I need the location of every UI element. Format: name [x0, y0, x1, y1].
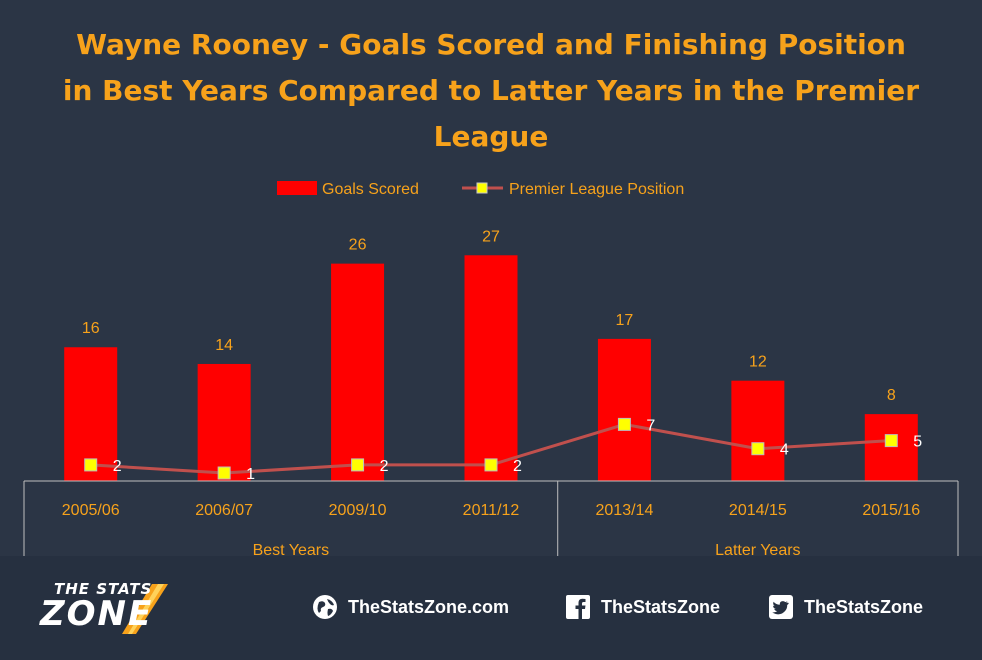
chart-title: Wayne Rooney - Goals Scored and Finishin… — [62, 28, 920, 153]
position-marker — [84, 458, 98, 472]
bar-value-label: 14 — [215, 337, 233, 354]
twitter-icon — [769, 595, 793, 619]
bar-goals — [731, 380, 785, 481]
x-tick-label: 2009/10 — [329, 502, 387, 519]
bar-value-label: 12 — [749, 354, 767, 371]
logo-text-top: THE STATS — [54, 580, 153, 598]
x-tick-label: 2013/14 — [596, 502, 654, 519]
twitter-text: TheStatsZone — [804, 596, 924, 617]
legend-label-position: Premier League Position — [509, 181, 684, 198]
position-value-label: 1 — [246, 466, 255, 483]
bar-value-label: 27 — [482, 228, 500, 245]
x-tick-label: 2015/16 — [862, 502, 920, 519]
bar-value-label: 16 — [82, 320, 100, 337]
x-tick-label: 2006/07 — [195, 502, 253, 519]
bar-goals — [464, 255, 518, 481]
position-marker — [884, 434, 898, 448]
facebook-link[interactable]: TheStatsZone — [565, 594, 720, 620]
facebook-icon — [566, 595, 590, 619]
website-link[interactable]: TheStatsZone.com — [312, 594, 509, 620]
position-value-label: 4 — [780, 442, 789, 459]
position-marker — [484, 458, 498, 472]
globe-icon — [313, 595, 337, 619]
chart-area: Wayne Rooney - Goals Scored and Finishin… — [23, 28, 959, 556]
position-value-label: 7 — [646, 417, 655, 434]
position-marker — [751, 442, 765, 456]
footer-bar: THE STATS ZONE TheStatsZone.com TheStats… — [0, 556, 982, 660]
x-tick-label: 2014/15 — [729, 502, 787, 519]
logo-text-bottom: ZONE — [40, 594, 154, 634]
logo-swoosh — [122, 584, 168, 634]
x-tick-label: 2005/06 — [62, 502, 120, 519]
x-tick-label: 2011/12 — [463, 502, 520, 519]
position-value-label: 2 — [113, 458, 122, 475]
bar-goals — [331, 263, 385, 481]
bar-goals — [197, 363, 251, 481]
website-text: TheStatsZone.com — [348, 596, 510, 617]
bar-value-label: 8 — [887, 387, 896, 404]
bar-value-label: 26 — [349, 237, 367, 254]
position-value-label: 2 — [380, 458, 389, 475]
group-label: Latter Years — [715, 542, 800, 556]
bar-value-label: 17 — [616, 312, 634, 329]
position-value-label: 2 — [513, 458, 522, 475]
legend-marker-position — [476, 182, 488, 194]
combo-chart: Goals Scored Premier League Position16142… — [23, 181, 959, 556]
position-marker — [351, 458, 365, 472]
position-marker — [217, 466, 231, 480]
group-label: Best Years — [253, 542, 330, 556]
bar-goals — [864, 414, 918, 481]
bar-goals — [597, 338, 651, 481]
facebook-text: TheStatsZone — [601, 596, 721, 617]
position-value-label: 5 — [913, 434, 922, 451]
stats-zone-logo: THE STATS ZONE — [40, 578, 210, 638]
legend-swatch-goals — [277, 181, 317, 195]
twitter-link[interactable]: TheStatsZone — [768, 594, 923, 620]
position-marker — [617, 417, 631, 431]
legend-label-goals: Goals Scored — [322, 181, 419, 198]
